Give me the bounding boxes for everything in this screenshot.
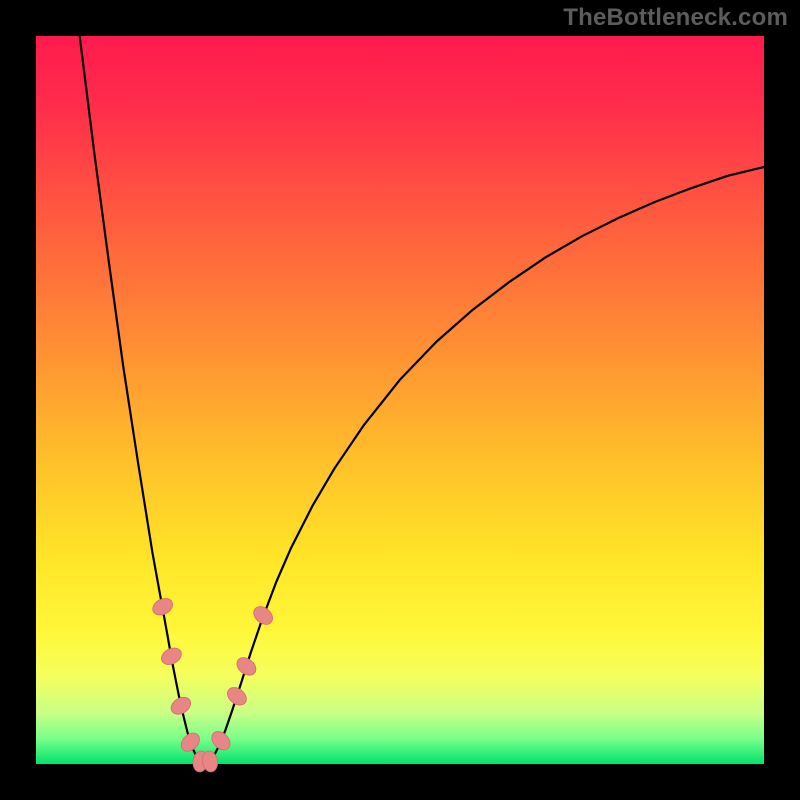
plot-background-gradient <box>36 36 764 764</box>
bottleneck-plot <box>0 0 800 800</box>
watermark-text: TheBottleneck.com <box>563 4 788 32</box>
chart-frame: TheBottleneck.com <box>0 0 800 800</box>
